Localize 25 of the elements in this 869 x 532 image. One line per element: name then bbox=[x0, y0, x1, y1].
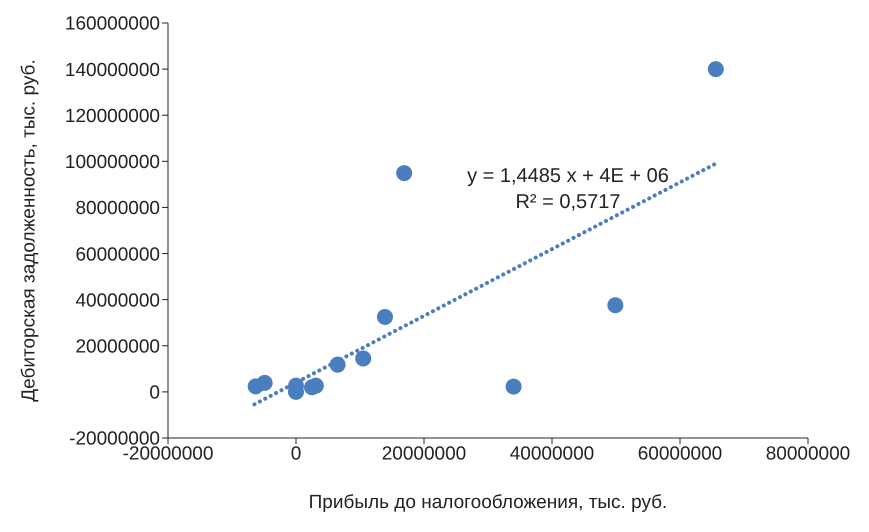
point bbox=[506, 378, 522, 395]
point bbox=[256, 374, 273, 391]
y-axis-title: Дебиторская задолженность, тыс. руб. bbox=[18, 59, 40, 402]
x-tick-label: 80000000 bbox=[766, 443, 850, 464]
y-tick-label: 140000000 bbox=[64, 60, 160, 81]
point bbox=[396, 165, 412, 182]
point bbox=[708, 61, 724, 78]
x-tick-label: 0 bbox=[290, 443, 302, 464]
point bbox=[607, 297, 624, 314]
x-tick-label: 60000000 bbox=[638, 443, 722, 464]
y-tick-label: 120000000 bbox=[64, 106, 160, 127]
annotation: R² = 0,5717 bbox=[514, 190, 622, 215]
y-tick-label: 0 bbox=[149, 382, 160, 404]
y-tick-label: 20000000 bbox=[75, 336, 160, 358]
y-tick-label: 160000000 bbox=[64, 14, 160, 35]
y-tick-label: 100000000 bbox=[64, 152, 160, 174]
annotation: y = 1,4485 x + 4E + 06 bbox=[466, 164, 670, 189]
point bbox=[376, 308, 393, 325]
point bbox=[355, 350, 372, 366]
x-tick-label: 40000000 bbox=[510, 443, 594, 464]
y-tick-label: 40000000 bbox=[75, 290, 160, 312]
x-tick-label: 20000000 bbox=[382, 443, 466, 464]
x-axis-title: Прибыль до налогообложения, тыс. руб. bbox=[308, 492, 668, 513]
y-tick-label: 60000000 bbox=[75, 244, 160, 266]
y-tick-label: 80000000 bbox=[75, 198, 160, 220]
